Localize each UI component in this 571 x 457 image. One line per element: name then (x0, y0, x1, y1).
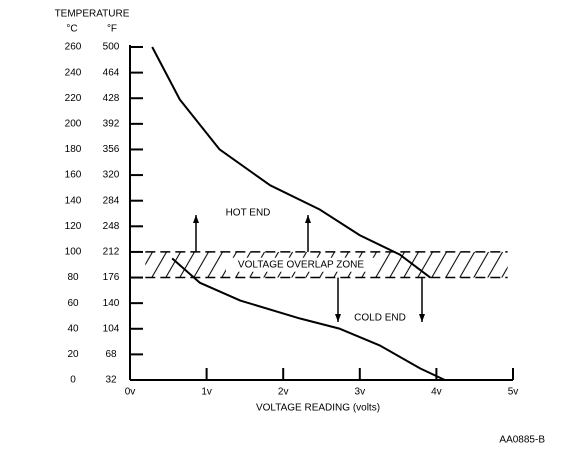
y2-tick-label: 320 (103, 170, 120, 181)
axis-title: TEMPERATURE (55, 9, 130, 20)
y2-tick-label: 104 (103, 323, 120, 334)
y-tick-label: 20 (67, 349, 79, 360)
figure-id: AA0885-B (499, 435, 545, 446)
y-tick-label: 220 (65, 93, 82, 104)
y2-tick-label: 32 (105, 375, 117, 386)
y-tick-label: 100 (65, 247, 82, 258)
y2-unit: °F (107, 24, 117, 35)
y-tick-label: 180 (65, 144, 82, 155)
y2-tick-label: 248 (103, 221, 120, 232)
x-axis-label: VOLTAGE READING (volts) (256, 403, 380, 414)
curve (151, 46, 431, 279)
arrow-head (419, 314, 425, 322)
y2-tick-label: 428 (103, 93, 120, 104)
x-tick-label: 3v (355, 387, 366, 398)
y2-tick-label: 176 (103, 272, 120, 283)
curve (171, 257, 446, 381)
y2-tick-label: 212 (103, 247, 120, 258)
annotation: HOT END (226, 208, 271, 219)
y-tick-label: 240 (65, 67, 82, 78)
zone-label: VOLTAGE OVERLAP ZONE (238, 259, 364, 270)
y-tick-label: 200 (65, 118, 82, 129)
arrow-head (305, 215, 311, 223)
x-tick-label: 2v (278, 387, 289, 398)
y2-tick-label: 140 (103, 298, 120, 309)
y-tick-label: 140 (65, 195, 82, 206)
y-tick-label: 40 (67, 323, 79, 334)
y-tick-label: 0 (70, 375, 76, 386)
x-tick-label: 4v (431, 387, 442, 398)
y-unit: °C (66, 24, 77, 35)
y2-tick-label: 284 (103, 195, 120, 206)
y2-tick-label: 392 (103, 118, 120, 129)
y-tick-label: 120 (65, 221, 82, 232)
y-tick-label: 80 (67, 272, 79, 283)
zone-label-bg (226, 257, 376, 272)
annotation: COLD END (354, 313, 406, 324)
y-tick-label: 160 (65, 170, 82, 181)
y2-tick-label: 356 (103, 144, 120, 155)
arrow-head (335, 314, 341, 322)
y2-tick-label: 464 (103, 67, 120, 78)
x-tick-label: 0v (125, 387, 136, 398)
y2-tick-label: 500 (103, 42, 120, 53)
arrow-head (193, 215, 199, 223)
x-tick-label: 1v (201, 387, 212, 398)
y-tick-label: 260 (65, 42, 82, 53)
x-tick-label: 5v (508, 387, 519, 398)
y2-tick-label: 68 (105, 349, 117, 360)
y-tick-label: 60 (67, 298, 79, 309)
